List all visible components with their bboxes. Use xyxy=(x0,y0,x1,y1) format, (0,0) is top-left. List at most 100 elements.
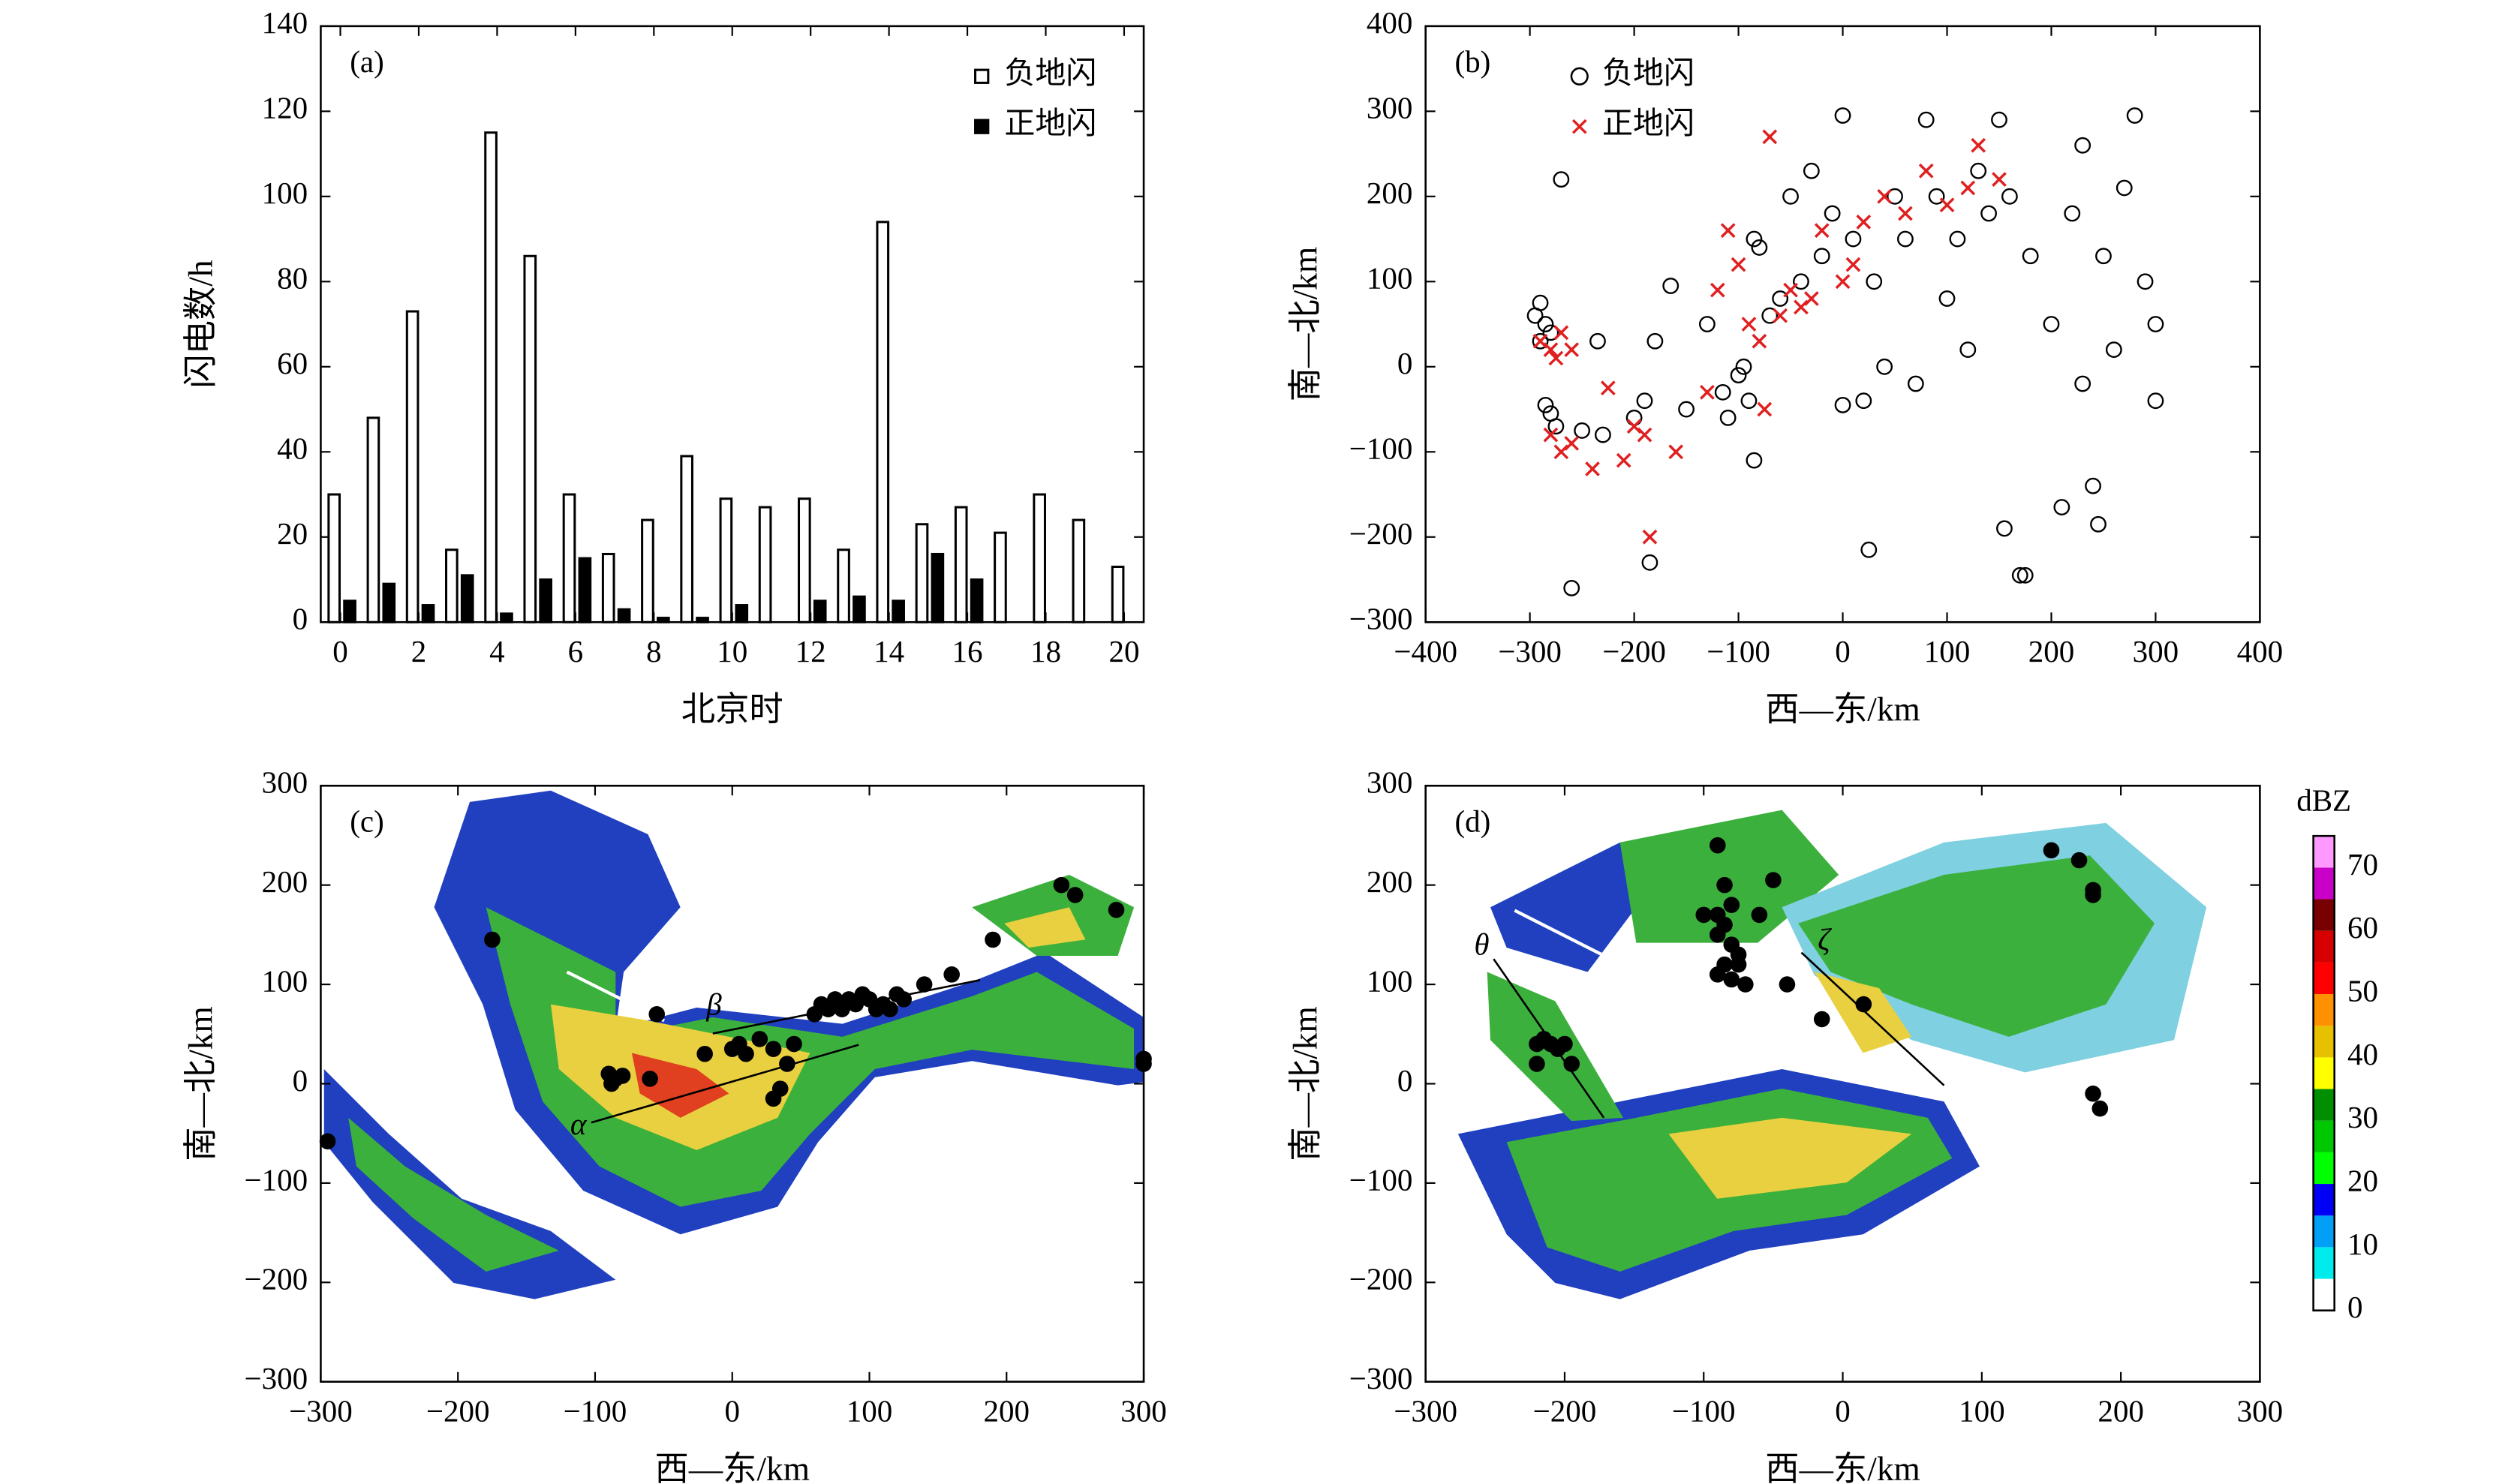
point xyxy=(1751,239,1768,256)
colorbar-label: dBZ xyxy=(2296,783,2351,817)
bar xyxy=(813,599,827,623)
x-tick-label: 100 xyxy=(1924,634,1971,668)
point xyxy=(1662,278,1680,294)
point xyxy=(1991,111,2007,128)
point xyxy=(2085,887,2101,903)
point xyxy=(648,1006,666,1023)
point xyxy=(1996,520,2013,537)
point xyxy=(1053,876,1070,894)
point xyxy=(1938,290,1956,307)
y-tick-label: 0 xyxy=(1397,346,1413,380)
point xyxy=(765,1090,782,1107)
point xyxy=(2043,316,2060,332)
x-tick-label: −300 xyxy=(289,1393,353,1428)
annotation: α xyxy=(570,1107,588,1141)
bar xyxy=(500,612,513,623)
x-tick-label: −400 xyxy=(1394,634,1457,668)
point xyxy=(1532,333,1548,349)
point xyxy=(2001,188,2018,205)
colorbar-tick-label: 40 xyxy=(2347,1037,2378,1071)
bar xyxy=(562,493,576,623)
point xyxy=(1564,436,1580,451)
legend-marker xyxy=(974,119,990,134)
y-tick-label: 200 xyxy=(1367,864,1413,899)
point xyxy=(1537,316,1554,332)
point xyxy=(1716,876,1733,894)
point xyxy=(1835,274,1851,290)
panel-label: (a) xyxy=(350,44,384,79)
y-axis-label: 南—北/km xyxy=(1287,247,1325,402)
colorbar-bin xyxy=(2313,962,2335,995)
point xyxy=(1626,419,1642,434)
point xyxy=(1855,392,1872,410)
point xyxy=(1589,332,1606,350)
bar xyxy=(915,523,929,623)
point xyxy=(1529,1035,1545,1053)
colorbar-bin xyxy=(2313,930,2335,963)
legend-label: 负地闪 xyxy=(1602,56,1695,90)
x-tick-label: 100 xyxy=(1959,1393,2005,1428)
x-tick-label: −100 xyxy=(564,1393,627,1428)
point xyxy=(1765,872,1782,888)
colorbar-bin xyxy=(2313,1215,2335,1248)
point xyxy=(2064,205,2081,222)
point xyxy=(1746,452,1763,469)
point xyxy=(2016,566,2034,584)
point xyxy=(2105,341,2122,359)
point xyxy=(985,931,1001,948)
bar xyxy=(382,582,396,623)
bar xyxy=(460,574,474,623)
point xyxy=(1637,427,1652,443)
panel-label: (c) xyxy=(350,804,384,839)
point xyxy=(895,991,912,1008)
point xyxy=(2085,1085,2101,1102)
y-tick-label: 120 xyxy=(262,91,308,125)
point xyxy=(1574,422,1591,439)
point xyxy=(943,966,960,983)
colorbar-bin xyxy=(2313,1026,2335,1058)
x-tick-label: 14 xyxy=(874,634,904,668)
x-tick-label: 10 xyxy=(717,634,747,668)
colorbar-bin xyxy=(2313,1247,2335,1279)
y-tick-label: −100 xyxy=(1349,431,1413,466)
point xyxy=(1553,325,1569,341)
point xyxy=(1845,230,1862,248)
x-tick-label: 300 xyxy=(2133,634,2179,668)
point xyxy=(1740,392,1758,410)
x-axis-label: 西—东/km xyxy=(654,1450,810,1484)
point xyxy=(1992,172,2007,187)
point xyxy=(1813,248,1830,265)
point xyxy=(1526,307,1544,324)
point xyxy=(1731,257,1746,272)
bar xyxy=(680,455,693,623)
point xyxy=(1595,426,1611,443)
y-axis-label: 闪电数/h xyxy=(182,260,219,389)
x-tick-label: 300 xyxy=(2237,1393,2284,1428)
point xyxy=(1719,409,1737,426)
y-axis-label: 南—北/km xyxy=(182,1006,219,1161)
point xyxy=(1537,396,1554,413)
point xyxy=(1960,180,1976,196)
point xyxy=(1710,282,1725,298)
y-tick-label: 40 xyxy=(277,431,308,466)
bar xyxy=(405,310,420,623)
point xyxy=(1866,273,1883,290)
point xyxy=(1757,401,1773,417)
point xyxy=(1762,129,1778,145)
point xyxy=(1897,230,1914,248)
y-tick-label: 200 xyxy=(1367,176,1413,210)
point xyxy=(1876,358,1893,375)
point xyxy=(1803,162,1820,179)
point xyxy=(1698,316,1716,332)
y-tick-label: 20 xyxy=(277,516,308,551)
point xyxy=(1824,205,1841,222)
point xyxy=(1834,107,1851,124)
x-tick-label: −100 xyxy=(1707,634,1770,668)
point xyxy=(1898,206,1913,221)
point xyxy=(2074,375,2091,392)
colorbar-bin xyxy=(2313,1089,2335,1121)
point xyxy=(1563,579,1580,596)
point xyxy=(1714,383,1731,401)
point xyxy=(1601,380,1616,396)
